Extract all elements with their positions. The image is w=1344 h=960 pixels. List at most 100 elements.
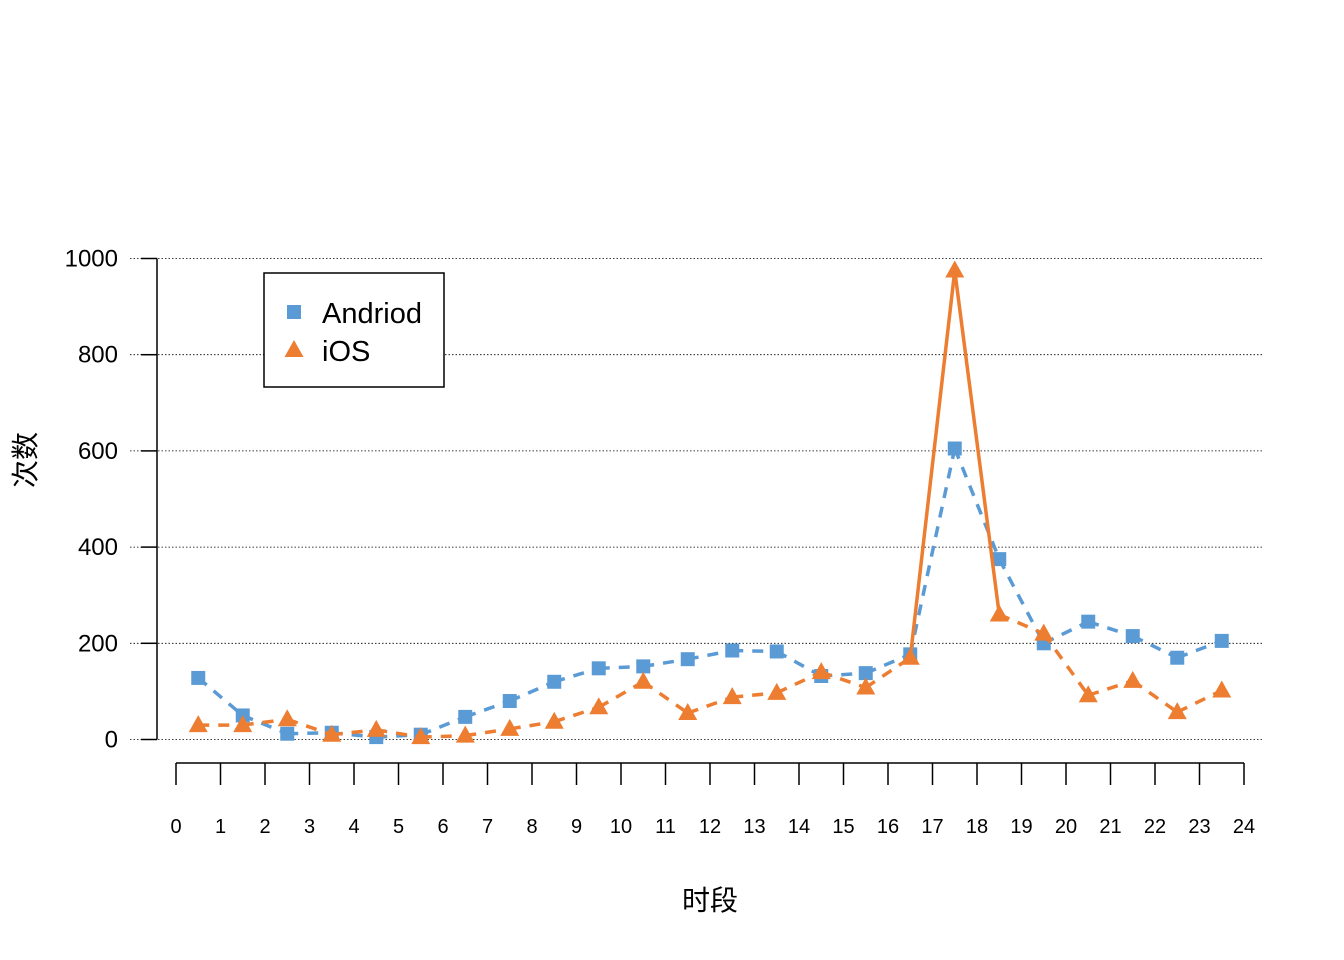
data-point <box>680 652 695 667</box>
x-tick-label: 0 <box>170 816 181 838</box>
series-line-segment <box>242 713 288 736</box>
x-axis-title: 时段 <box>682 884 738 917</box>
data-point <box>945 260 965 278</box>
data-point <box>589 697 609 715</box>
series-line-segment <box>420 733 466 739</box>
data-point <box>636 659 651 674</box>
series-line-segment <box>553 705 600 724</box>
data-point <box>947 441 962 456</box>
x-axis: 0 1 2 3 4 5 6 7 8 9 10 11 12 13 14 15 16 17 18 19 20 21 22 23 24 <box>170 762 1255 838</box>
series-line-segment <box>464 699 511 719</box>
x-tick-label: 24 <box>1233 816 1255 838</box>
x-tick-label: 21 <box>1099 816 1121 838</box>
y-axis-title: 次数 <box>9 432 42 488</box>
data-point <box>1123 670 1143 688</box>
x-tick-label: 15 <box>832 816 854 838</box>
series-line-segment <box>287 731 332 736</box>
x-tick-label: 12 <box>699 816 721 838</box>
series-layer <box>188 260 1232 745</box>
series-line-segment <box>197 676 244 717</box>
data-point <box>455 725 475 743</box>
series-line-segment <box>286 717 333 737</box>
series-line-segment <box>1087 679 1134 697</box>
x-tick-label: 18 <box>966 816 988 838</box>
data-point <box>458 709 473 724</box>
x-tick-label: 23 <box>1188 816 1210 838</box>
series-line-segment <box>375 728 422 739</box>
y-tick-label: 1000 <box>65 246 118 273</box>
series-line-segment <box>1131 634 1179 660</box>
series-line-segment <box>953 270 1001 615</box>
data-point <box>544 711 564 729</box>
data-point <box>277 709 297 727</box>
y-tick-label: 600 <box>78 438 118 465</box>
y-tick-label: 400 <box>78 534 118 561</box>
x-tick-label: 14 <box>788 816 810 838</box>
x-tick-label: 20 <box>1055 816 1077 838</box>
x-tick-label: 1 <box>215 816 226 838</box>
data-point <box>411 727 431 745</box>
series-line-segment <box>775 649 823 678</box>
x-tick-label: 16 <box>877 816 899 838</box>
series-line-segment <box>997 558 1046 645</box>
x-tick-label: 11 <box>655 816 676 838</box>
data-point <box>1078 685 1098 703</box>
data-point <box>769 644 784 659</box>
series-andriod <box>191 441 1229 745</box>
series-line-segment <box>998 612 1045 636</box>
y-tick-label: 0 <box>105 727 118 754</box>
series-line-segment <box>687 648 733 661</box>
x-tick-label: 6 <box>437 816 448 838</box>
series-line-segment <box>953 447 1001 560</box>
series-line-segment <box>331 728 377 737</box>
data-point <box>1212 680 1232 698</box>
series-line-segment <box>732 648 777 654</box>
series-line-segment <box>820 670 867 690</box>
series-line-segment <box>642 657 689 669</box>
data-point <box>1125 629 1140 644</box>
data-point <box>188 715 208 733</box>
data-point <box>858 666 873 681</box>
data-point <box>811 662 831 680</box>
series-line-segment <box>1042 632 1090 697</box>
x-tick-label: 4 <box>348 816 359 838</box>
legend: Andriod iOS <box>263 272 445 388</box>
series-line-segment <box>908 270 957 658</box>
legend-label: Andriod <box>322 298 422 330</box>
data-point <box>1170 650 1185 665</box>
series-line-segment <box>420 715 466 737</box>
data-point <box>633 671 653 689</box>
data-point <box>322 724 342 742</box>
data-point <box>722 687 742 705</box>
data-point <box>900 647 920 665</box>
series-line-segment <box>509 680 555 703</box>
series-line-segment <box>687 695 733 715</box>
data-point <box>547 674 562 689</box>
data-point <box>502 694 517 709</box>
y-tick-label: 800 <box>78 342 118 369</box>
x-tick-label: 8 <box>526 816 537 838</box>
series-line-segment <box>464 727 511 738</box>
data-point <box>280 726 295 741</box>
data-point <box>989 604 1009 622</box>
series-line-segment <box>242 717 288 727</box>
data-point <box>725 643 740 658</box>
data-point <box>191 670 206 685</box>
x-tick-label: 3 <box>304 816 315 838</box>
series-line-segment <box>732 691 777 699</box>
series-line-segment <box>509 719 555 731</box>
legend-label: iOS <box>322 336 370 368</box>
y-tick-label: 200 <box>78 630 118 657</box>
x-tick-label: 5 <box>393 816 404 838</box>
data-point <box>992 552 1007 567</box>
x-tick-label: 10 <box>610 816 632 838</box>
data-point <box>856 677 876 695</box>
legend-marker <box>287 305 301 319</box>
legend-marker <box>284 340 304 357</box>
series-line-segment <box>1176 639 1223 660</box>
series-line-segment <box>598 664 644 671</box>
y-axis: 0 200 400 600 800 1000 <box>65 246 158 754</box>
legend-box <box>263 272 445 388</box>
x-tick-label: 13 <box>743 816 765 838</box>
data-point <box>233 715 253 733</box>
